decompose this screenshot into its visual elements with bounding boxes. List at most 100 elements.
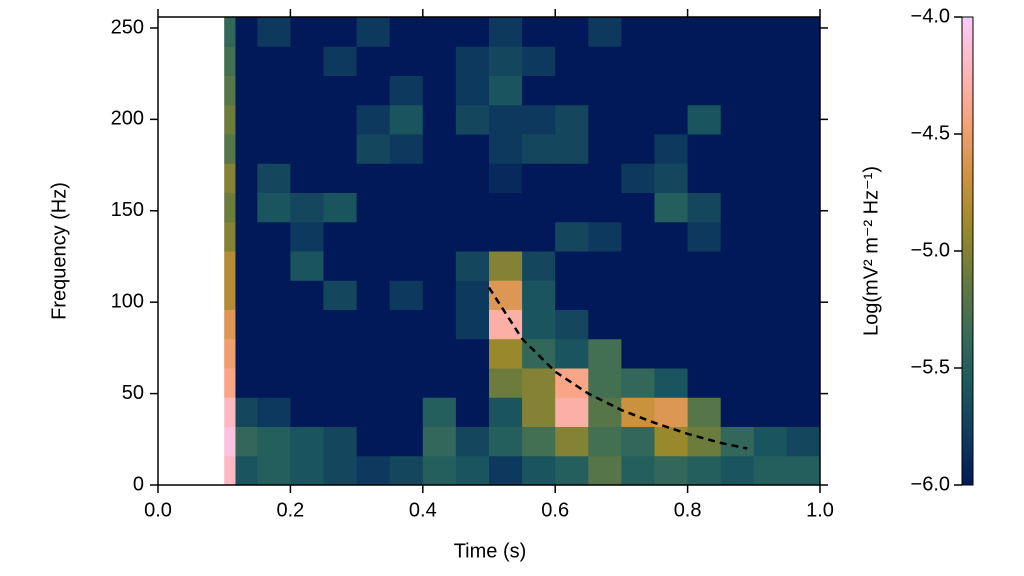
heatmap-cell: [235, 221, 258, 252]
heatmap-cell: [323, 134, 358, 164]
heatmap-cell: [687, 134, 722, 164]
heatmap-cell: [235, 46, 258, 76]
heatmap-cell: [422, 251, 457, 281]
heatmap-cell: [235, 192, 258, 223]
heatmap-cell: [323, 368, 358, 398]
heatmap-cell: [257, 426, 291, 457]
heatmap-cell: [555, 309, 589, 340]
heatmap-cell: [290, 192, 324, 223]
heatmap-cell: [235, 397, 258, 427]
heatmap-cell: [687, 280, 722, 310]
heatmap-cell: [654, 192, 689, 223]
heatmap-cell: [720, 75, 755, 106]
y-tick-label: 100: [111, 290, 144, 312]
heatmap-cell: [588, 17, 622, 47]
colorbar-tick-label: −4.0: [911, 5, 950, 27]
heatmap-cell: [753, 163, 788, 193]
heatmap-cell: [522, 309, 556, 340]
heatmap-cell: [455, 309, 490, 340]
heatmap-cell: [489, 46, 523, 76]
heatmap-cell: [687, 75, 722, 106]
heatmap-cell: [257, 221, 291, 252]
heatmap-cell: [257, 104, 291, 135]
heatmap-cell: [588, 251, 622, 281]
heatmap-cell: [422, 221, 457, 252]
heatmap-cell: [786, 17, 821, 47]
heatmap-cell: [687, 455, 722, 486]
heatmap-cell: [588, 104, 622, 135]
heatmap-cell: [323, 104, 358, 135]
heatmap-cell: [323, 163, 358, 193]
heatmap-cell: [786, 368, 821, 398]
heatmap-cell: [455, 368, 490, 398]
heatmap-cell: [687, 221, 722, 252]
heatmap-cell: [290, 104, 324, 135]
heatmap-cell: [323, 75, 358, 106]
heatmap-cell: [720, 134, 755, 164]
heatmap-cell: [489, 338, 523, 369]
heatmap-cell: [522, 221, 556, 252]
heatmap-cell: [235, 251, 258, 281]
heatmap-cell: [786, 309, 821, 340]
heatmap-cell: [389, 426, 424, 457]
heatmap-cell: [323, 338, 358, 369]
heatmap-cell: [588, 134, 622, 164]
heatmap-cell: [786, 426, 821, 457]
heatmap-cell: [455, 338, 490, 369]
heatmap-cell: [235, 368, 258, 398]
heatmap-cell: [588, 192, 622, 223]
heatmap-cell: [489, 134, 523, 164]
heatmap-cell: [257, 163, 291, 193]
heatmap-cell: [654, 46, 689, 76]
heatmap-cell: [753, 104, 788, 135]
heatmap-cell: [235, 75, 258, 106]
heatmap-cell: [224, 17, 236, 47]
heatmap-cell: [753, 338, 788, 369]
heatmap-cell: [455, 426, 490, 457]
plot-frame: [157, 16, 821, 486]
heatmap-cell: [389, 17, 424, 47]
heatmap-cell: [389, 104, 424, 135]
heatmap-cell: [224, 309, 236, 340]
heatmap-cell: [621, 455, 655, 486]
heatmap-cell: [455, 192, 490, 223]
heatmap-cell: [588, 221, 622, 252]
heatmap-cell: [621, 280, 655, 310]
heatmap-cell: [621, 46, 655, 76]
heatmap-cell: [522, 163, 556, 193]
heatmap-cell: [720, 309, 755, 340]
heatmap-cell: [356, 426, 391, 457]
heatmap-cell: [753, 455, 788, 486]
heatmap-cell: [257, 368, 291, 398]
heatmap-cell: [422, 134, 457, 164]
heatmap-cell: [356, 221, 391, 252]
heatmap-cell: [522, 17, 556, 47]
heatmap-cell: [786, 280, 821, 310]
heatmap-cell: [621, 426, 655, 457]
x-tick-label: 0.8: [674, 499, 702, 521]
heatmap-cell: [455, 46, 490, 76]
heatmap-cell: [654, 309, 689, 340]
heatmap-cell: [720, 338, 755, 369]
heatmap-cell: [555, 75, 589, 106]
heatmap-cell: [422, 397, 457, 427]
heatmap-cell: [257, 192, 291, 223]
x-axis-label: Time (s): [454, 540, 527, 562]
heatmap-cell: [654, 280, 689, 310]
heatmap-cell: [753, 309, 788, 340]
heatmap-cell: [224, 368, 236, 398]
heatmap-cell: [588, 75, 622, 106]
heatmap-cell: [654, 368, 689, 398]
heatmap-cell: [753, 280, 788, 310]
heatmap-cell: [489, 251, 523, 281]
heatmap-cell: [356, 251, 391, 281]
heatmap-cell: [257, 455, 291, 486]
heatmap-cell: [290, 75, 324, 106]
y-tick-label: 50: [122, 382, 144, 404]
heatmap-cell: [356, 455, 391, 486]
heatmap-cell: [654, 134, 689, 164]
heatmap-cell: [224, 46, 236, 76]
heatmap-cell: [654, 426, 689, 457]
y-tick-label: 250: [111, 16, 144, 38]
heatmap-cell: [323, 397, 358, 427]
